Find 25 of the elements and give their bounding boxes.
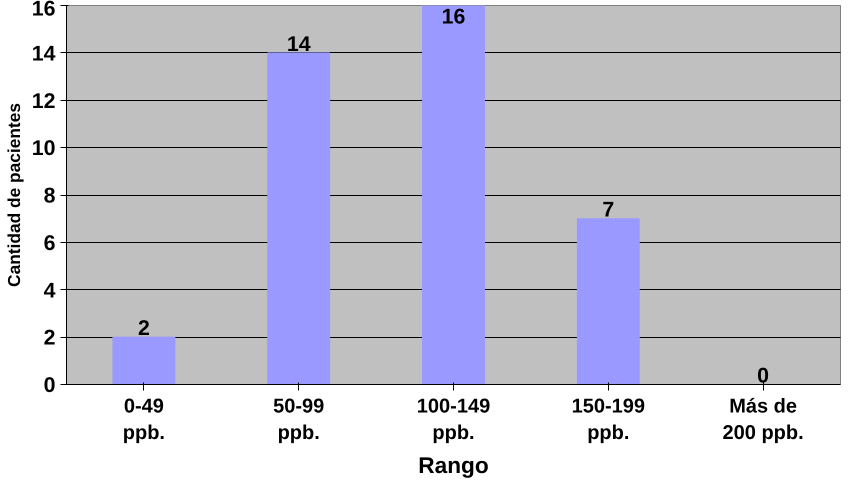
y-tick-label: 16: [32, 0, 56, 20]
y-tick-label: 2: [44, 326, 56, 350]
data-label: 7: [602, 198, 614, 222]
x-tick-label: 0-49 ppb.: [122, 396, 166, 444]
y-axis-title: Cantidad de pacientes: [4, 103, 24, 287]
y-tick-label: 8: [44, 184, 56, 208]
x-axis-title: Rango: [418, 452, 489, 478]
y-tick-label: 10: [32, 136, 56, 160]
bar: [576, 218, 640, 384]
data-label: 2: [138, 316, 150, 340]
bar: [112, 336, 176, 384]
x-tick-label: 100-149 ppb.: [416, 396, 490, 444]
bar: [267, 52, 330, 384]
x-tick-label: 150-199 ppb.: [572, 396, 646, 444]
y-tick-label: 6: [44, 230, 56, 255]
bar: [422, 6, 485, 384]
y-tick-label: 0: [44, 373, 56, 397]
x-tick-label: 50-99 ppb.: [273, 396, 324, 444]
data-label: 16: [442, 4, 466, 28]
x-tick-label: Más de 200 ppb.: [722, 396, 804, 444]
data-label: 0: [757, 364, 770, 388]
y-tick-label: 4: [44, 278, 56, 302]
y-tick-label: 14: [32, 41, 56, 66]
y-tick-label: 12: [32, 88, 56, 113]
data-label: 14: [286, 32, 311, 56]
